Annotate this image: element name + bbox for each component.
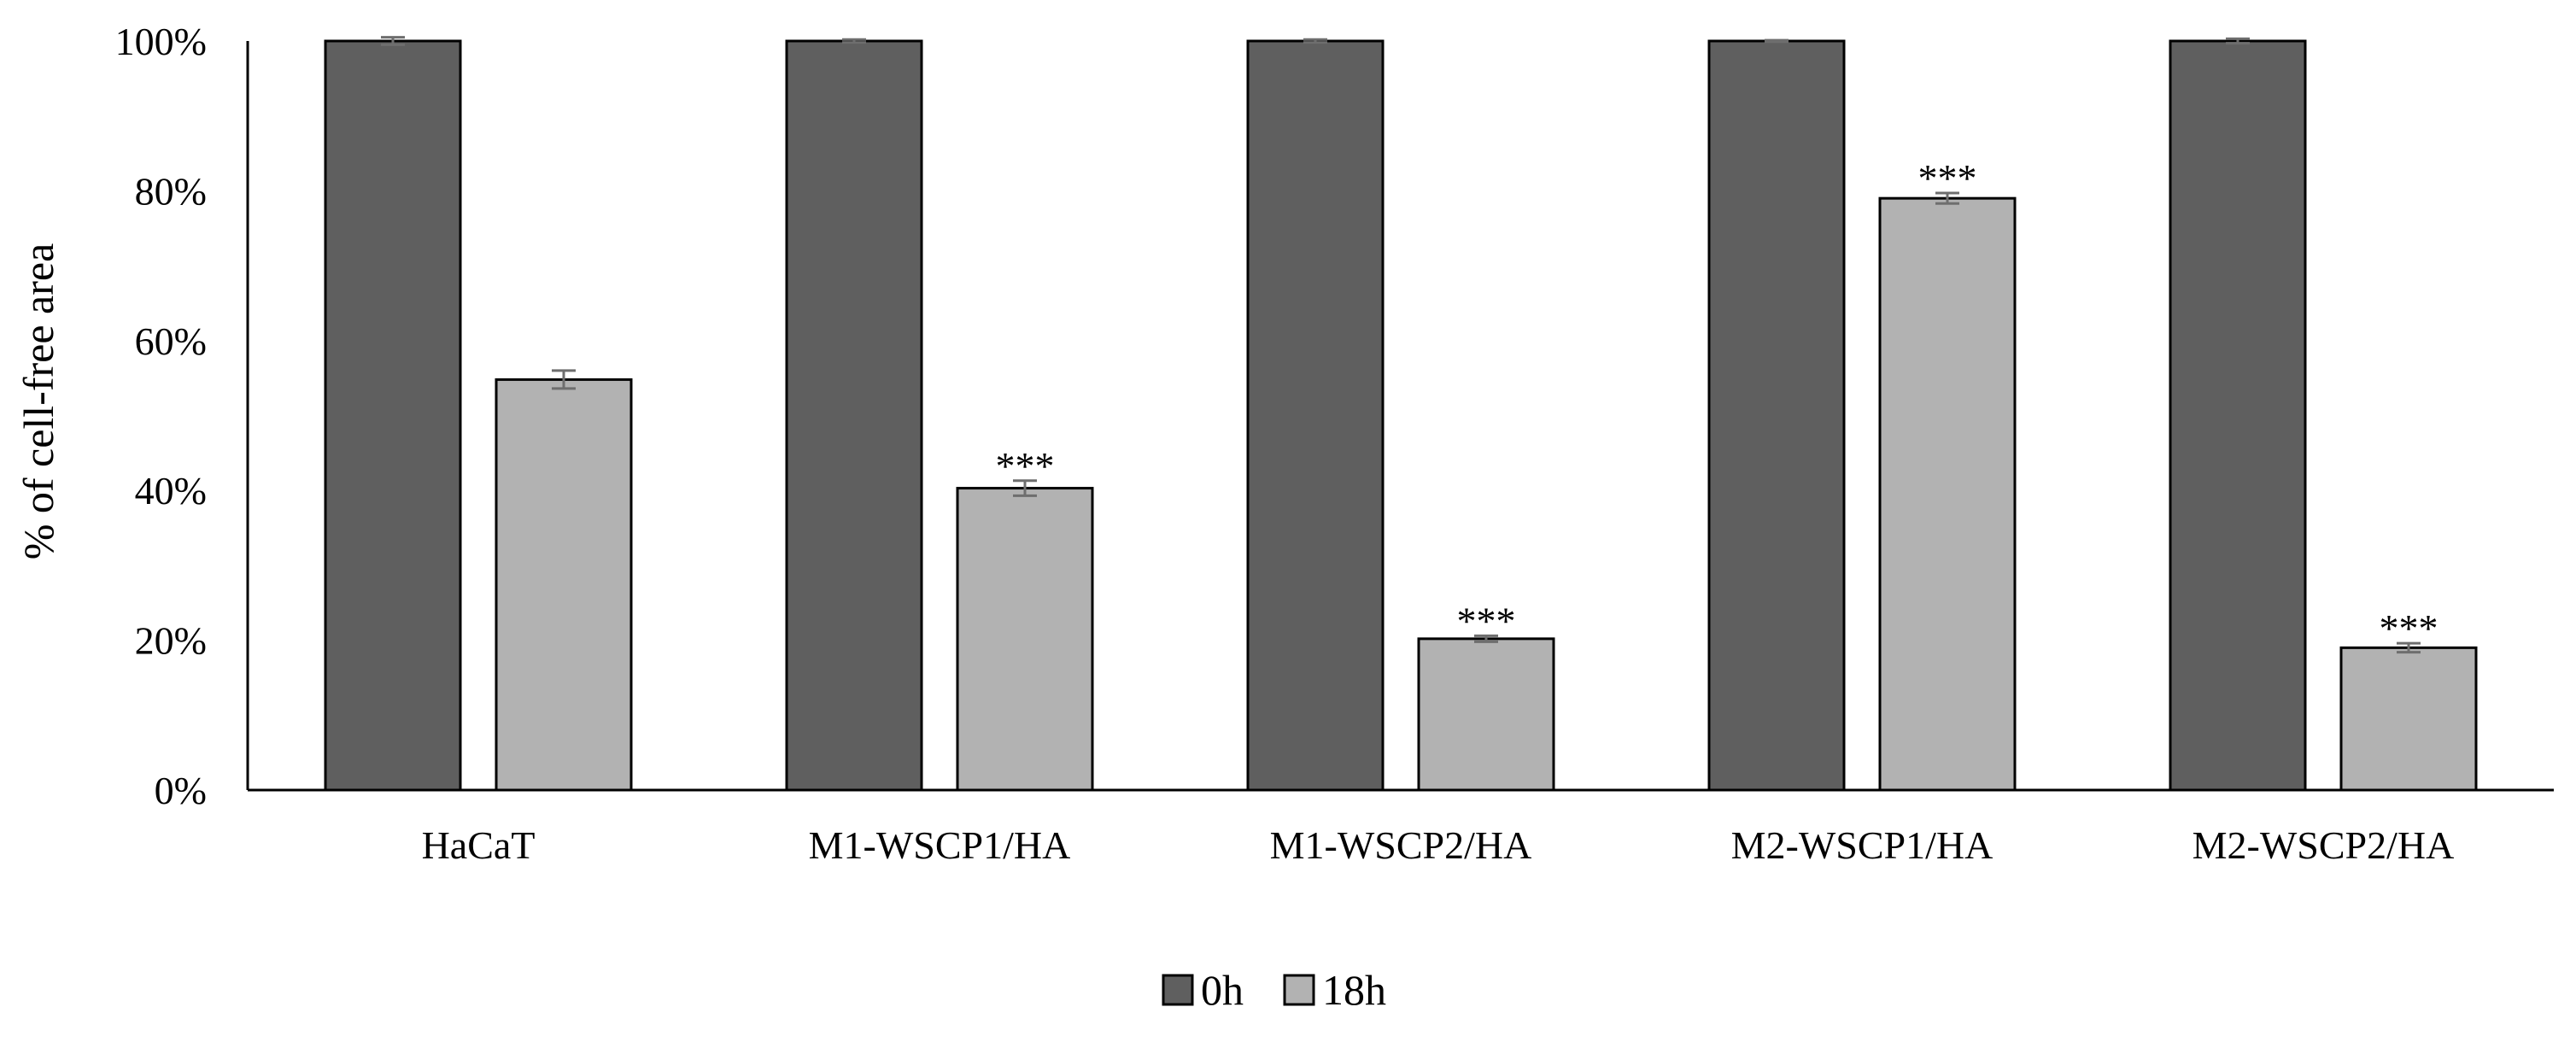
error-bar-0h-1: [842, 38, 866, 44]
y-tick-label: 40%: [135, 469, 207, 512]
legend-label: 18h: [1322, 966, 1386, 1014]
y-tick-label: 80%: [135, 169, 207, 213]
significance-labels: *** *** *** ***: [996, 156, 2438, 650]
y-tick-label: 20%: [135, 619, 207, 663]
bar-0h-1: [785, 39, 923, 792]
y-tick-label: 100%: [115, 20, 207, 63]
category-labels: HaCaT M1-WSCP1/HA M1-WSCP2/HA M2-WSCP1/HA M2…: [422, 823, 2455, 867]
y-axis-label-group: % of cell-free area: [15, 243, 62, 560]
bar-0h-4: [2169, 39, 2307, 792]
significance-label: ***: [1918, 156, 1977, 200]
legend: 0h 18h: [1162, 966, 1386, 1014]
bar-18h-0: [495, 378, 633, 792]
category-label: M2-WSCP1/HA: [1731, 823, 1993, 867]
error-bar-0h-3: [1765, 38, 1789, 44]
category-label: M1-WSCP2/HA: [1270, 823, 1532, 867]
bar-0h-2: [1246, 39, 1385, 792]
category-label: HaCaT: [422, 823, 536, 867]
error-bar-0h-2: [1303, 38, 1327, 44]
bar-18h-1: [956, 487, 1094, 792]
significance-label: ***: [996, 444, 1055, 488]
bar-18h-3: [1878, 196, 2017, 792]
bar-18h-2: [1417, 637, 1555, 792]
legend-item-0h: 0h: [1162, 966, 1244, 1014]
bar-0h-0: [324, 39, 462, 792]
error-bar-18h-3: [1935, 191, 1959, 205]
error-bar-18h-1: [1013, 479, 1037, 497]
legend-swatch: [1162, 974, 1194, 1006]
category-label: M1-WSCP1/HA: [809, 823, 1071, 867]
error-bar-18h-4: [2397, 641, 2421, 654]
legend-label: 0h: [1201, 966, 1244, 1014]
error-bar-0h-0: [381, 36, 405, 46]
bar-0h-3: [1707, 39, 1846, 792]
legend-item-18h: 18h: [1283, 966, 1386, 1014]
significance-label: ***: [1457, 599, 1516, 642]
error-bars: [381, 36, 2421, 654]
error-bar-0h-4: [2226, 37, 2250, 45]
y-axis-label: % of cell-free area: [15, 243, 62, 560]
category-label: M2-WSCP2/HA: [2193, 823, 2455, 867]
y-tick-labels: 0% 20% 40% 60% 80% 100%: [115, 20, 207, 812]
y-tick-label: 0%: [155, 769, 207, 812]
bars: [324, 39, 2478, 792]
y-tick-label: 60%: [135, 319, 207, 363]
significance-label: ***: [2380, 606, 2438, 650]
error-bar-18h-0: [552, 369, 576, 390]
legend-swatch: [1283, 974, 1315, 1006]
bar-18h-4: [2339, 646, 2478, 792]
error-bar-18h-2: [1474, 634, 1498, 643]
